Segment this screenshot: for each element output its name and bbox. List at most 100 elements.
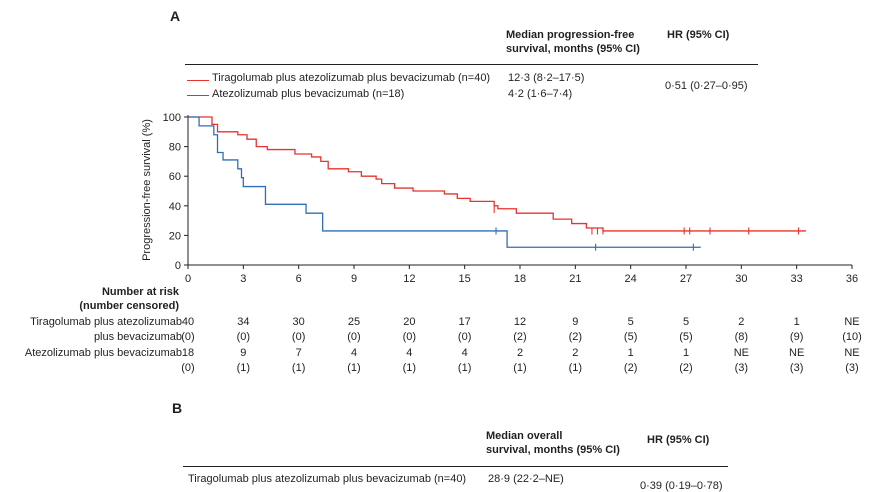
risk-table-header: Number at risk (number censored) — [20, 285, 179, 313]
os-median-header-line2: survival, months (95% CI) — [486, 444, 620, 456]
y-axis-label: Progression-free survival (%) — [141, 119, 153, 261]
x-tick-label: 30 — [735, 273, 747, 285]
pfs-hr-header: HR (95% CI) — [667, 29, 730, 41]
x-tick-label: 27 — [680, 273, 692, 285]
risk-cell: 9 — [240, 347, 247, 359]
risk-cell: (1) — [236, 362, 251, 374]
pfs-table-rule — [185, 64, 758, 65]
risk-cell: 4 — [350, 347, 358, 359]
panel-b-label: B — [172, 400, 183, 416]
risk-cell: (0) — [181, 331, 195, 343]
legend-line-tirago — [187, 80, 209, 81]
x-tick-label: 0 — [185, 273, 191, 285]
risk-cell: (2) — [623, 362, 638, 374]
risk-cell: (2) — [513, 331, 527, 343]
risk-cell: 7 — [295, 347, 302, 359]
risk-cell: (0) — [347, 331, 361, 343]
risk-cell: 9 — [572, 316, 579, 328]
risk-cell: 1 — [793, 316, 800, 328]
risk-cell: (0) — [236, 331, 251, 343]
km-curves — [188, 116, 806, 248]
curve-atezolizumab — [188, 116, 701, 248]
risk-cell: (5) — [679, 331, 693, 343]
legend-line-atezo — [187, 95, 209, 96]
risk-cell: (3) — [734, 362, 749, 374]
os-table-rule — [183, 466, 728, 467]
x-tick-label: 6 — [296, 273, 302, 285]
pfs-median-header-line2: survival, months (95% CI) — [506, 43, 640, 55]
risk-cell: 5 — [627, 316, 634, 328]
x-tick-label: 24 — [625, 273, 637, 285]
risk-cell: NE — [844, 347, 860, 359]
os-hr-header: HR (95% CI) — [647, 434, 710, 446]
risk-cell: 5 — [682, 316, 690, 328]
risk-cell: NE — [844, 316, 860, 328]
risk-cell: (1) — [513, 362, 527, 374]
legend-label-tirago: Tiragolumab plus atezolizumab plus bevac… — [212, 72, 491, 84]
y-tick-label: 100 — [163, 112, 181, 124]
risk-row-label: Tiragolumab plus atezolizumab — [30, 316, 182, 328]
risk-cell: 20 — [403, 316, 416, 328]
risk-cell: (5) — [623, 331, 638, 343]
median-pfs-atezo: 4·2 (1·6–7·4) — [508, 88, 573, 100]
os-median-tirago: 28·9 (22·2–NE) — [488, 473, 564, 485]
risk-cell: 40 — [181, 316, 195, 328]
x-tick-label: 18 — [514, 273, 526, 285]
risk-cell: (8) — [734, 331, 749, 343]
risk-header-line2: (number censored) — [79, 300, 179, 312]
risk-cell: 2 — [516, 347, 524, 359]
risk-cell: (0) — [181, 362, 195, 374]
risk-cell: 1 — [682, 347, 690, 359]
risk-cell: 18 — [181, 347, 195, 359]
os-hazard-ratio: 0·39 (0·19–0·78) — [640, 480, 723, 492]
risk-cell: NE — [733, 347, 749, 359]
curve-tiragolumab — [188, 116, 806, 232]
risk-row-label: plus bevacizumab — [93, 331, 182, 343]
x-tick-label: 15 — [459, 273, 471, 285]
median-pfs-tirago: 12·3 (8·2–17·5) — [508, 72, 585, 84]
pfs-hazard-ratio: 0·51 (0·27–0·95) — [665, 80, 748, 92]
km-axes — [184, 115, 853, 269]
risk-cell: 4 — [406, 347, 413, 359]
risk-cell: (1) — [291, 362, 306, 374]
legend-label-atezo: Atezolizumab plus bevacizumab (n=18) — [212, 88, 405, 100]
risk-cell: (2) — [679, 362, 693, 374]
risk-cell: (3) — [845, 362, 859, 374]
risk-cell: (0) — [291, 331, 306, 343]
risk-cell: 12 — [513, 316, 527, 328]
risk-cell: (9) — [789, 331, 804, 343]
x-tick-label: 12 — [403, 273, 415, 285]
risk-cell: 34 — [237, 316, 250, 328]
risk-cell: 4 — [461, 347, 468, 359]
risk-cell: 25 — [347, 316, 361, 328]
risk-cell: (3) — [789, 362, 804, 374]
os-median-header: Median overall survival, months (95% CI) — [486, 429, 620, 457]
risk-cell: 30 — [292, 316, 305, 328]
os-row-label-tirago: Tiragolumab plus atezolizumab plus bevac… — [188, 473, 467, 485]
km-censor-marks — [493, 206, 800, 251]
x-tick-label: 9 — [351, 273, 357, 285]
risk-cell: (1) — [347, 362, 361, 374]
pfs-median-header: Median progression-free survival, months… — [506, 28, 640, 56]
y-tick-label: 80 — [169, 142, 181, 154]
risk-cell: (1) — [402, 362, 417, 374]
risk-cell: (0) — [457, 331, 472, 343]
os-median-header-line1: Median overall — [486, 430, 563, 442]
y-tick-label: 40 — [169, 201, 181, 213]
risk-cell: 1 — [627, 347, 634, 359]
risk-cell: NE — [789, 347, 805, 359]
x-tick-label: 36 — [846, 273, 858, 285]
y-tick-label: 20 — [169, 230, 181, 242]
panel-a-label: A — [170, 8, 181, 24]
risk-cell: (0) — [402, 331, 417, 343]
y-tick-label: 0 — [175, 260, 181, 272]
risk-cell: (1) — [457, 362, 472, 374]
risk-cell: (2) — [568, 331, 583, 343]
pfs-median-header-line1: Median progression-free — [506, 29, 635, 41]
risk-cell: 2 — [738, 316, 745, 328]
x-tick-label: 21 — [569, 273, 581, 285]
x-tick-label: 33 — [791, 273, 803, 285]
risk-cell: 2 — [572, 347, 579, 359]
x-tick-label: 3 — [240, 273, 246, 285]
